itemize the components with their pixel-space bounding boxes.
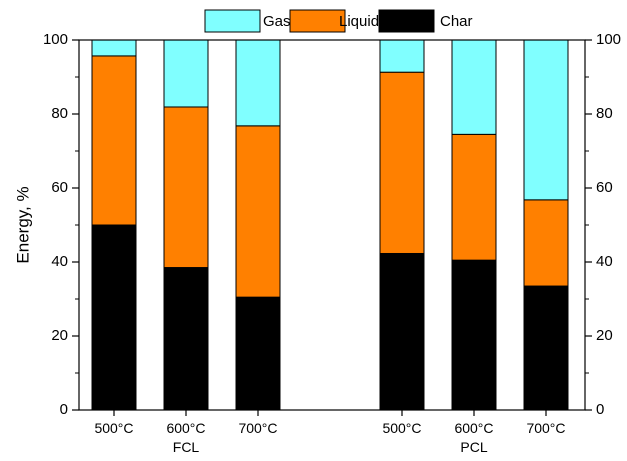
bar-gas-2: [163, 39, 209, 108]
y-tick-label-right: 0: [596, 401, 604, 418]
y-tick-label-right: 20: [596, 327, 613, 344]
bar-gas-4: [379, 39, 425, 73]
bar-liquid-1: [91, 55, 137, 226]
bars-layer: [91, 39, 569, 411]
x-tick-label: 600°C: [454, 420, 493, 436]
legend-label-liquid: Liquid: [339, 13, 379, 30]
y-tick-label-left: 40: [51, 253, 68, 270]
legend-swatch-liquid: [289, 9, 346, 33]
y-tick-label-left: 0: [60, 401, 68, 418]
bar-gas-3: [235, 39, 281, 127]
group-label-fcl: FCL: [173, 439, 200, 455]
bar-char-6: [523, 285, 569, 411]
bar-gas-5: [451, 39, 497, 135]
y-tick-label-right: 40: [596, 253, 613, 270]
y-tick-label-left: 100: [43, 31, 68, 48]
bar-char-5: [451, 259, 497, 411]
x-tick-label: 500°C: [94, 420, 133, 436]
y-tick-label-left: 60: [51, 179, 68, 196]
bar-liquid-3: [235, 125, 281, 298]
legend-label-char: Char: [440, 13, 473, 30]
bar-char-4: [379, 252, 425, 411]
bar-char-1: [91, 224, 137, 411]
x-tick-label: 700°C: [526, 420, 565, 436]
y-axis-title: Energy, %: [13, 186, 32, 263]
bar-liquid-5: [451, 133, 497, 261]
y-tick-label-right: 100: [596, 31, 621, 48]
y-tick-label-right: 60: [596, 179, 613, 196]
bar-liquid-4: [379, 71, 425, 254]
plot-frame: [78, 39, 586, 411]
bar-liquid-2: [163, 106, 209, 269]
x-tick-label: 600°C: [166, 420, 205, 436]
y-tick-label-left: 20: [51, 327, 68, 344]
y-tick-label-right: 80: [596, 105, 613, 122]
x-tick-label: 700°C: [238, 420, 277, 436]
bar-gas-1: [91, 39, 137, 57]
bar-liquid-6: [523, 199, 569, 287]
bar-gas-6: [523, 39, 569, 201]
bar-char-3: [235, 296, 281, 411]
y-tick-label-left: 80: [51, 105, 68, 122]
axes-layer: 0 0 20 20 40 40 60 60 80 80 100 100 500°C 600°C 700°C 5…: [43, 31, 621, 455]
group-label-pcl: PCL: [460, 439, 487, 455]
x-tick-label: 500°C: [382, 420, 421, 436]
legend-label-gas: Gas: [263, 13, 291, 30]
bar-char-2: [163, 267, 209, 411]
legend-swatch-gas: [204, 9, 261, 33]
legend: Gas Liquid Char: [204, 9, 473, 33]
legend-swatch-char: [378, 9, 435, 33]
